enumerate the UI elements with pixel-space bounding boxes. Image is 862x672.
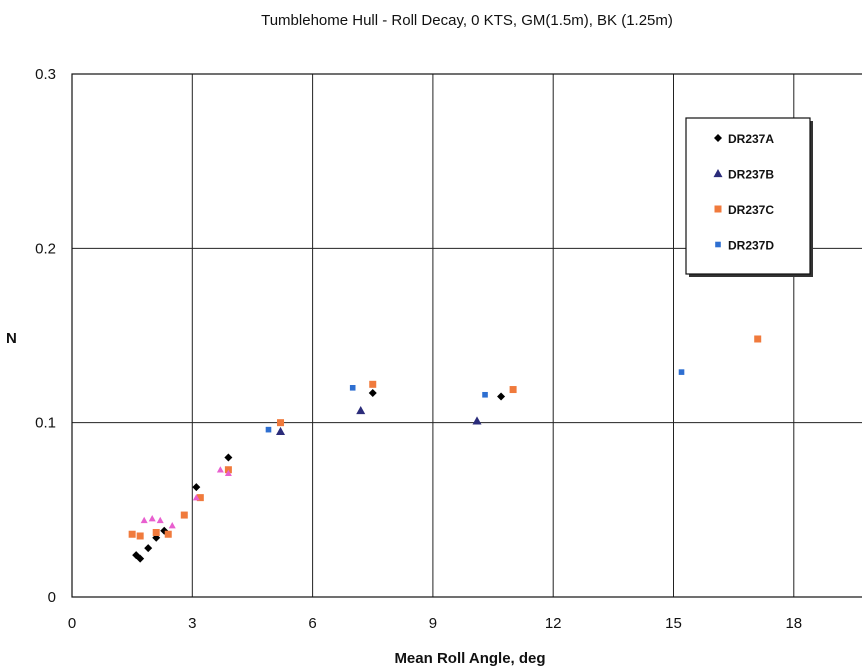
legend: DR237A DR237B DR237C DR237D <box>685 117 813 277</box>
data-point <box>164 530 172 538</box>
series-dr237c <box>128 335 762 540</box>
data-point <box>482 391 488 398</box>
y-tick-label: 0 <box>48 589 56 606</box>
x-tick-labels: 0 3 6 9 12 15 18 <box>68 615 802 632</box>
x-tick-label: 6 <box>308 615 316 632</box>
data-point <box>678 369 685 375</box>
legend-marker <box>713 169 723 178</box>
data-point <box>265 426 272 433</box>
x-tick-label: 18 <box>785 615 802 632</box>
series-dr237d <box>265 369 685 433</box>
x-axis-label: Mean Roll Angle, deg <box>394 650 545 667</box>
plot-area-frame <box>71 73 862 598</box>
data-point <box>369 380 377 388</box>
y-axis-label: N <box>6 330 17 347</box>
data-point <box>509 386 517 394</box>
data-point <box>224 453 233 462</box>
data-point <box>148 515 156 522</box>
data-point <box>156 516 164 524</box>
x-tick-label: 3 <box>188 615 196 632</box>
legend-label: DR237D <box>728 239 774 253</box>
data-point <box>196 494 204 502</box>
legend-marker <box>715 241 721 248</box>
data-point <box>192 494 200 501</box>
data-point <box>128 530 136 538</box>
data-point <box>276 426 286 435</box>
x-tick-label: 15 <box>665 615 682 632</box>
legend-marker <box>714 134 722 142</box>
y-tick-label: 0.3 <box>35 66 56 83</box>
y-tick-label: 0.1 <box>35 415 56 432</box>
data-point <box>152 528 160 536</box>
x-tick-label: 0 <box>68 615 76 632</box>
legend-label: DR237A <box>728 132 774 146</box>
legend-marker <box>714 205 722 213</box>
series-unlabeled <box>140 466 232 529</box>
data-point <box>349 385 356 391</box>
data-point <box>224 469 232 477</box>
x-tick-label: 9 <box>429 615 437 632</box>
data-point <box>136 532 144 540</box>
x-tick-label: 12 <box>545 615 562 632</box>
legend-box <box>685 117 811 275</box>
data-point <box>168 522 176 529</box>
legend-label: DR237B <box>728 168 774 182</box>
data-point <box>140 516 148 524</box>
chart-title: Tumblehome Hull - Roll Decay, 0 KTS, GM(… <box>261 12 673 29</box>
data-point <box>356 405 366 415</box>
y-tick-labels: 0 0.1 0.2 0.3 <box>35 66 56 606</box>
data-point <box>216 466 224 473</box>
series-dr237a <box>132 389 506 563</box>
data-point <box>180 511 188 519</box>
data-point <box>754 335 762 343</box>
data-point <box>497 392 506 401</box>
data-point <box>472 416 482 425</box>
data-points <box>128 335 762 563</box>
data-point <box>144 544 153 553</box>
y-tick-label: 0.2 <box>35 240 56 257</box>
data-point <box>192 483 201 492</box>
series-dr237b <box>276 405 482 435</box>
legend-label: DR237C <box>728 203 774 217</box>
data-point <box>368 389 377 398</box>
data-point <box>277 419 285 427</box>
data-point <box>136 554 145 563</box>
